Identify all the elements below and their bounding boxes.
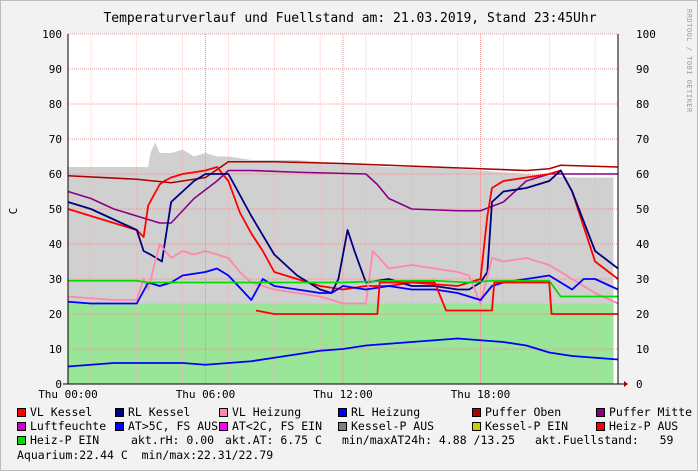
chart-title: Temperaturverlauf und Fuellstand am: 21.… (103, 11, 596, 26)
legend-swatch (338, 407, 347, 417)
y-tick-label-right: 50 (636, 203, 649, 216)
legend-swatch (596, 421, 605, 431)
series-line-vl_kessel (67, 166, 619, 291)
y-tick-label-left: 90 (49, 63, 62, 76)
y-tick-label-right: 10 (636, 343, 649, 356)
legend-label: AT<2C, FS EIN (232, 419, 323, 433)
x-tick-label: Thu 00:00 (38, 388, 98, 401)
chart-svg: Temperaturverlauf und Fuellstand am: 21.… (7, 9, 693, 401)
y-tick-label-left: 60 (49, 168, 62, 181)
y-tick-label-right: 40 (636, 238, 649, 251)
y-tick-label-right: 30 (636, 273, 649, 286)
legend-swatch (17, 421, 26, 431)
legend-item-puffer_mitte: Puffer Mitte (596, 405, 692, 419)
legend-label: VL Heizung (232, 405, 302, 419)
legend-label: Heiz-P EIN (30, 433, 100, 447)
y-tick-label-left: 20 (49, 308, 62, 321)
y-tick-label-left: 30 (49, 273, 62, 286)
y-tick-label-right: 90 (636, 63, 649, 76)
series-line-rl_kessel (67, 169, 619, 294)
legend-swatch (472, 421, 481, 431)
y-tick-label-left: 80 (49, 98, 62, 111)
y-tick-label-left: 10 (49, 343, 62, 356)
legend-item-vl_heizung: VL Heizung (219, 405, 301, 419)
legend-label: Puffer Oben (485, 405, 562, 419)
x-tick-label: Thu 06:00 (176, 388, 236, 401)
stat-min-max-at: min/maxAT24h: 4.88 /13.25 (342, 433, 516, 447)
area-fill_green (68, 303, 614, 384)
stat-outside-temp: akt.AT: 6.75 C (225, 433, 322, 447)
legend-item-at_lt2: AT<2C, FS EIN (219, 419, 322, 433)
y-tick-label-left: 70 (49, 133, 62, 146)
series-line-at_gt5 (67, 337, 619, 368)
legend-item-rl_heizung: RL Heizung (338, 405, 420, 419)
legend-label: Luftfeuchte (30, 419, 107, 433)
watermark: RRDTOOL / TOBI OETIKER (685, 9, 693, 113)
legend-swatch (338, 421, 347, 431)
y-tick-label-right: 20 (636, 308, 649, 321)
legend-item-rl_kessel: RL Kessel (115, 405, 190, 419)
legend-label: VL Kessel (30, 405, 93, 419)
legend-item-luftfeuchte: Luftfeuchte (17, 419, 106, 433)
y-tick-label-left: 0 (55, 378, 62, 391)
legend-swatch (472, 407, 481, 417)
legend-item-at_gt5: AT>5C, FS AUS (115, 419, 218, 433)
y-tick-label-right: 0 (636, 378, 643, 391)
legend-label: AT>5C, FS AUS (128, 419, 219, 433)
stat-fill-level: akt.Fuellstand: 59 (535, 433, 674, 447)
y-tick-label-left: 40 (49, 238, 62, 251)
y-tick-label-left: 100 (42, 28, 62, 41)
legend-item-vl_kessel: VL Kessel (17, 405, 92, 419)
y-tick-label-right: 60 (636, 168, 649, 181)
stat-humidity: akt.rH: 0.00 (131, 433, 215, 447)
legend-label: Kessel-P AUS (351, 419, 435, 433)
legend-swatch (115, 421, 124, 431)
y-tick-label-left: 50 (49, 203, 62, 216)
legend-swatch (219, 421, 228, 431)
legend-item-puffer_oben: Puffer Oben (472, 405, 561, 419)
legend-item-heiz_p_aus: Heiz-P AUS (596, 419, 678, 433)
x-tick-label: Thu 12:00 (313, 388, 373, 401)
legend-label: Heiz-P AUS (609, 419, 679, 433)
legend-label: Kessel-P EIN (485, 419, 569, 433)
x-tick-label: Thu 18:00 (451, 388, 511, 401)
legend-label: RL Heizung (351, 405, 421, 419)
y-tick-label-right: 100 (636, 28, 656, 41)
series-line-heiz_p_ein (68, 279, 618, 298)
y-tick-label-right: 80 (636, 98, 649, 111)
legend-label: RL Kessel (128, 405, 191, 419)
legend-item-kessel_p_ein: Kessel-P EIN (472, 419, 568, 433)
legend-item-heiz_p_ein: Heiz-P EIN (17, 433, 99, 447)
legend-swatch (17, 435, 26, 445)
legend-swatch (596, 407, 605, 417)
series-line-puffer_oben (67, 160, 619, 184)
series-line-vl_heizung (67, 243, 619, 305)
legend-item-kessel_p_aus: Kessel-P AUS (338, 419, 434, 433)
x-axis-arrow-icon (624, 381, 628, 387)
legend-swatch (219, 407, 228, 417)
legend-swatch (115, 407, 124, 417)
series-line-heiz_p_aus (255, 281, 618, 315)
y-axis-label: C (7, 208, 20, 215)
legend-swatch (17, 407, 26, 417)
series-line-puffer_mitte (67, 169, 618, 224)
legend-label: Puffer Mitte (609, 405, 693, 419)
stat-aquarium: Aquarium:22.44 C min/max:22.31/22.79 (17, 448, 274, 462)
y-tick-label-right: 70 (636, 133, 649, 146)
